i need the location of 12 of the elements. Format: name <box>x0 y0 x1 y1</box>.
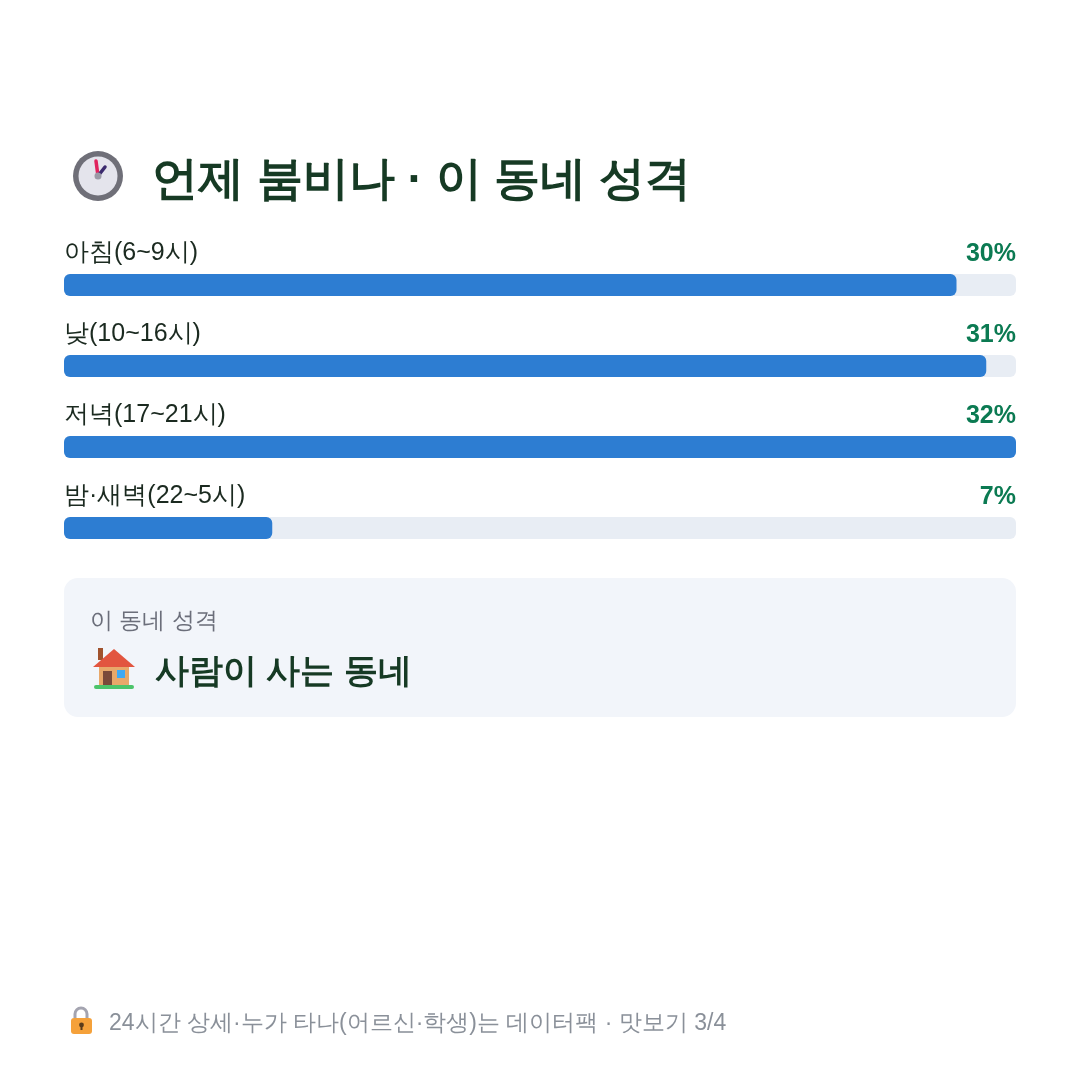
text: 이 동네 성격 <box>90 607 218 633</box>
y-tick-label: 낮(10~16시) <box>64 318 201 346</box>
data-label: 32% <box>965 400 1016 428</box>
text: 사람이 사는 동네 <box>155 651 412 689</box>
text: 24시간 상세·누가 타나(어르신·학생)는 데이터팩 · 맛보기 3/4 <box>109 1009 727 1035</box>
data-label: 7% <box>979 481 1016 509</box>
y-tick-label: 밤·새벽(22~5시) <box>64 480 246 508</box>
chart-title: 언제 붐비나 · 이 동네 성격 <box>152 152 692 204</box>
y-tick-label: 아침(6~9시) <box>64 237 199 265</box>
y-tick-label: 저녁(17~21시) <box>64 399 226 427</box>
data-label: 30% <box>965 238 1016 266</box>
data-label: 31% <box>965 319 1016 347</box>
